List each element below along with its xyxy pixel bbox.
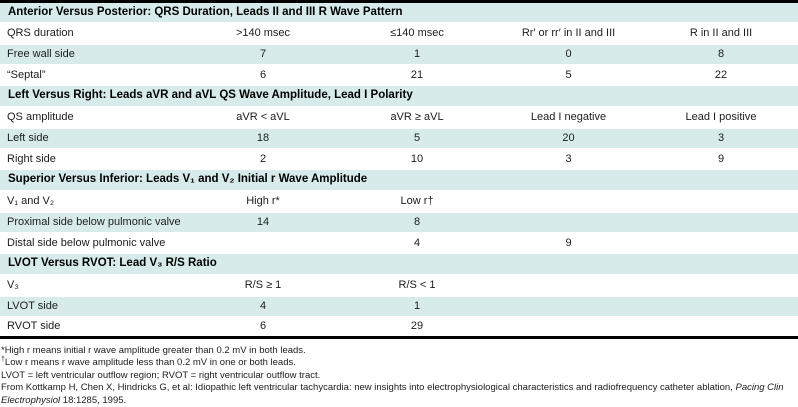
cell: 6 (259, 320, 267, 333)
footnote-abbreviations: LVOT = left ventricular outflow region; … (1, 369, 321, 381)
table-row: Distal side below pulmonic valve 4 9 (0, 233, 798, 254)
section-header-row: Left Versus Right: Leads aVR and aVL QS … (0, 85, 798, 108)
row-label: Right side (7, 153, 56, 165)
section-title: Superior Versus Inferior: Leads V₁ and V… (0, 169, 798, 192)
table-row: “Septal” 6 21 5 22 (0, 65, 798, 86)
cell: 14 (185, 210, 341, 234)
cell: 2 (259, 153, 267, 165)
cell: 1 (341, 294, 493, 318)
row-label: Left side (0, 126, 185, 150)
cell: 6 (259, 69, 267, 81)
cell: 5 (341, 126, 493, 150)
section-title: Anterior Versus Posterior: QRS Duration,… (0, 1, 798, 24)
cell: 22 (714, 69, 728, 81)
source-journal: Pacing Clin Electrophysiol (1, 382, 784, 406)
cell (644, 294, 798, 318)
cell: 3 (565, 153, 572, 165)
column-header (644, 275, 798, 296)
column-header: Lead I positive (685, 110, 757, 123)
cell: 4 (413, 237, 421, 249)
column-header: QS amplitude (7, 110, 74, 123)
cell: 9 (565, 237, 572, 249)
column-header: R/S < 1 (398, 278, 436, 291)
row-label: LVOT side (0, 294, 185, 318)
footnote-source: From Kottkamp H, Chen X, Hindricks G, et… (1, 382, 794, 407)
cell (644, 210, 798, 234)
source-citation: 18:1285, 1995. (60, 394, 127, 406)
section-header-row: Anterior Versus Posterior: QRS Duration,… (0, 1, 798, 24)
column-header: V₁ and V₂ (7, 194, 55, 207)
column-header: Lead I negative (530, 110, 607, 123)
table-row: LVOT side 4 1 (0, 294, 798, 318)
column-header-row: QS amplitude aVR < aVL aVR ≥ aVL Lead I … (0, 107, 798, 128)
vt-ecg-criteria-table: Anterior Versus Posterior: QRS Duration,… (0, 0, 798, 339)
cell: 4 (185, 294, 341, 318)
cell: 8 (644, 42, 798, 66)
column-header: V₃ (7, 278, 19, 291)
table-row: Right side 2 10 3 9 (0, 149, 798, 170)
column-header (493, 191, 644, 212)
column-header: Rr′ or rr′ in II and III (521, 26, 616, 39)
table-row: Left side 18 5 20 3 (0, 126, 798, 150)
cell (493, 210, 644, 234)
column-header: High r* (246, 194, 280, 207)
row-label: RVOT side (7, 320, 61, 333)
table-row: Proximal side below pulmonic valve 14 8 (0, 210, 798, 234)
row-label: Proximal side below pulmonic valve (0, 210, 185, 234)
row-label: “Septal” (7, 69, 46, 81)
cell: 21 (410, 69, 424, 81)
section-title: LVOT Versus RVOT: Lead V₃ R/S Ratio (0, 253, 798, 276)
cell (644, 233, 798, 254)
cell: 8 (341, 210, 493, 234)
row-label: Distal side below pulmonic valve (7, 237, 166, 249)
cell (493, 294, 644, 318)
section-title: Left Versus Right: Leads aVR and aVL QS … (0, 85, 798, 108)
column-header: ≤140 msec (390, 26, 444, 39)
table-row: Free wall side 7 1 0 8 (0, 42, 798, 66)
column-header: R in II and III (689, 26, 753, 39)
source-text: From Kottkamp H, Chen X, Hindricks G, et… (1, 382, 736, 394)
footnote-low-r-text: Low r means r wave amplitude less than 0… (4, 357, 296, 369)
section-header-row: LVOT Versus RVOT: Lead V₃ R/S Ratio (0, 253, 798, 276)
cell: 5 (565, 69, 572, 81)
column-header-row: V₁ and V₂ High r* Low r† (0, 191, 798, 212)
footnote-low-r: †Low r means r wave amplitude less than … (1, 356, 794, 369)
cell: 9 (717, 153, 725, 165)
footnotes: *High r means initial r wave amplitude g… (0, 339, 798, 407)
cell: 0 (493, 42, 644, 66)
cell: 10 (410, 153, 424, 165)
column-header: QRS duration (7, 26, 74, 39)
column-header (644, 191, 798, 212)
column-header-row: QRS duration >140 msec ≤140 msec Rr′ or … (0, 23, 798, 44)
column-header: R/S ≥ 1 (244, 278, 282, 291)
footnote-high-r: *High r means initial r wave amplitude g… (1, 345, 306, 356)
column-header: aVR ≥ aVL (390, 110, 444, 123)
column-header-row: V₃ R/S ≥ 1 R/S < 1 (0, 275, 798, 296)
cell (644, 317, 798, 338)
cell: 1 (341, 42, 493, 66)
cell: 29 (410, 320, 424, 333)
row-label: Free wall side (0, 42, 185, 66)
cell: 7 (185, 42, 341, 66)
column-header: aVR < aVL (236, 110, 290, 123)
cell: 20 (493, 126, 644, 150)
column-header (493, 275, 644, 296)
table-row: RVOT side 6 29 (0, 317, 798, 338)
cell (185, 233, 341, 254)
column-header: Low r† (400, 194, 434, 207)
cell (493, 317, 644, 338)
cell: 3 (644, 126, 798, 150)
dagger-marker: † (1, 356, 5, 364)
column-header: >140 msec (235, 26, 291, 39)
section-header-row: Superior Versus Inferior: Leads V₁ and V… (0, 169, 798, 192)
cell: 18 (185, 126, 341, 150)
